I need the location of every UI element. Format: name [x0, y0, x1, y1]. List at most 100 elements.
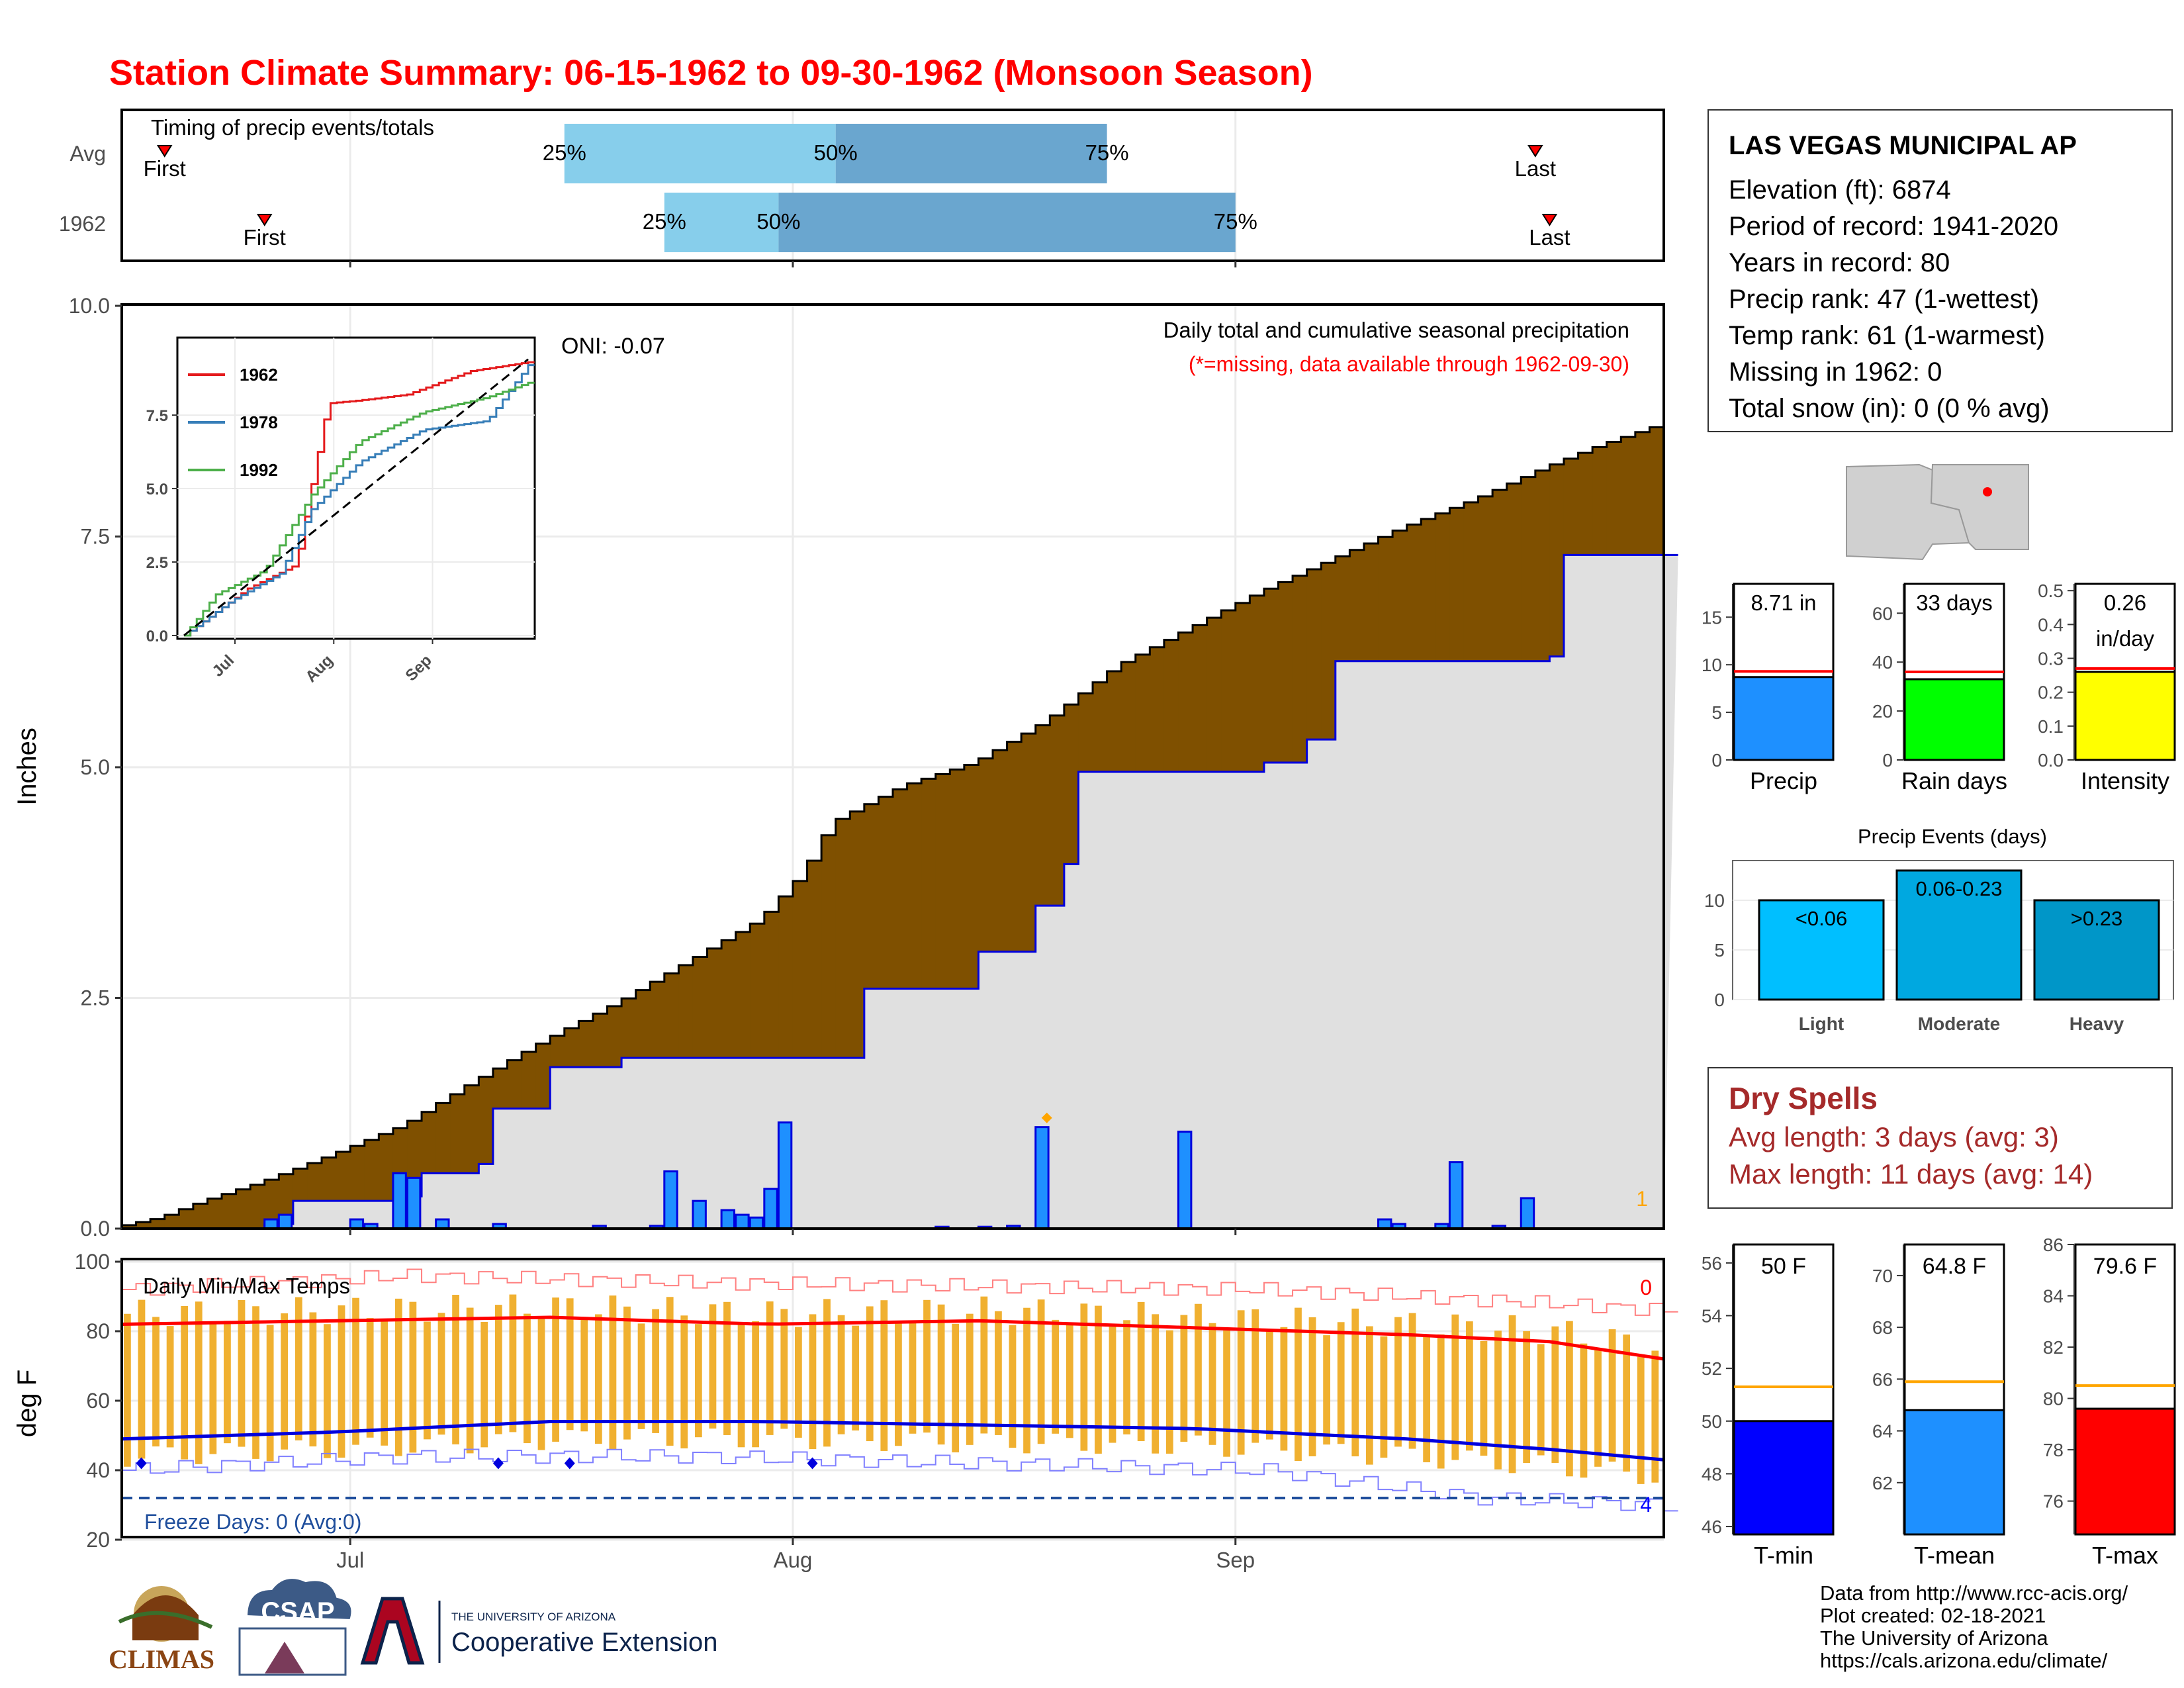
daily-temp-range-bar: [937, 1304, 945, 1445]
summary-bar-tick-label: 0.5: [2038, 581, 2064, 601]
deficit-area-column: [1321, 563, 1336, 740]
deficit-area-column: [307, 1163, 322, 1201]
csap-logo: CSAP: [238, 1576, 354, 1676]
deficit-area-column: [522, 1052, 537, 1109]
station-snow: Total snow (in): 0 (0 % avg): [1729, 394, 2050, 423]
footer-data-source: Data from http://www.rcc-acis.org/: [1820, 1581, 2128, 1605]
ua-logo-small-text: THE UNIVERSITY OF ARIZONA: [451, 1611, 616, 1623]
daily-precip-bar: [692, 1199, 707, 1230]
dry-spells-max: Max length: 11 days (avg: 14): [1729, 1158, 2093, 1190]
deficit-area-column: [635, 990, 651, 1058]
deficit-area-column: [1235, 602, 1250, 772]
station-info-box: LAS VEGAS MUNICIPAL AP Elevation (ft): 6…: [1707, 109, 2173, 432]
deficit-area-column: [1221, 610, 1236, 772]
timing-p75-label: 75%: [1214, 209, 1257, 234]
timing-last-label: Last: [1515, 156, 1556, 181]
station-period: Period of record: 1941-2020: [1729, 212, 2059, 241]
record-min-marker: [564, 1457, 575, 1470]
temp-summary-label: T-max: [2092, 1542, 2158, 1569]
daily-temp-range-bar: [1052, 1319, 1060, 1434]
timing-bar-early: [564, 124, 836, 183]
temp-y-tick-label: 100: [75, 1250, 110, 1274]
temp-summary-tick-label: 86: [2043, 1235, 2064, 1255]
daily-temp-range-bar: [1408, 1313, 1416, 1449]
temp-y-tick-label: 80: [86, 1319, 110, 1343]
temp-summary-value-text: 64.8 F: [1923, 1254, 1986, 1279]
daily-temp-range-bar: [852, 1325, 860, 1430]
summary-bar-value-text: 0.26: [2104, 590, 2146, 615]
events-category-label: Heavy: [2070, 1013, 2124, 1034]
summary-bar-label: Rain days: [1901, 767, 2007, 794]
temp-summary-tick-label: 76: [2043, 1491, 2064, 1512]
deficit-area-column: [1506, 483, 1522, 661]
deficit-area-column: [207, 1198, 222, 1229]
events-bar-label: >0.23: [2071, 907, 2122, 930]
deficit-area-column: [564, 1028, 579, 1068]
daily-temp-range-bar: [238, 1299, 246, 1447]
daily-temp-range-bar: [1637, 1356, 1645, 1484]
deficit-area-column: [264, 1180, 279, 1225]
deficit-area-column: [707, 948, 722, 1058]
daily-temp-range-bar: [666, 1297, 674, 1446]
deficit-area-column: [964, 765, 979, 989]
daily-temp-range-bar: [1265, 1331, 1273, 1440]
events-bar-label: <0.06: [1796, 907, 1847, 930]
daily-precip-bar: [1034, 1126, 1050, 1230]
deficit-area-column: [850, 811, 865, 1058]
timing-bar-late: [778, 193, 1236, 252]
deficit-area-column: [1078, 693, 1093, 772]
temp-summary-tick-label: 68: [1872, 1317, 1893, 1338]
dry-spells-avg: Avg length: 3 days (avg: 3): [1729, 1121, 2059, 1152]
temp-count-bottom: 4: [1640, 1493, 1652, 1517]
station-name: LAS VEGAS MUNICIPAL AP: [1729, 131, 2077, 160]
temp-y-tick-label: 40: [86, 1458, 110, 1482]
daily-precip-bar: [1520, 1197, 1535, 1230]
temp-summary-value-bar: [2074, 1407, 2176, 1536]
inset-legend-label: 1978: [240, 412, 278, 432]
summary-bar-tick-label: 60: [1872, 603, 1893, 624]
precip-y-tick-label: 2.5: [81, 986, 110, 1010]
daily-precip-missing-marker: [1041, 1112, 1052, 1123]
daily-precip-bar: [349, 1218, 365, 1230]
daily-temp-range-bar: [1295, 1307, 1302, 1461]
daily-temp-range-bar: [995, 1311, 1002, 1435]
summary-bar-tick-label: 0.0: [2038, 750, 2064, 771]
timing-last-marker: [1527, 145, 1543, 158]
daily-temp-range-bar: [1608, 1329, 1616, 1462]
temp-summary-tick-label: 54: [1702, 1306, 1722, 1327]
timing-bar-late: [835, 124, 1107, 183]
precip-ylabel: Inches: [13, 727, 42, 806]
daily-temp-range-bar: [752, 1321, 760, 1448]
daily-temp-range-bar: [1237, 1310, 1245, 1455]
deficit-area-column: [750, 923, 765, 1058]
timing-row-label-avg: Avg: [69, 142, 106, 165]
daily-temp-range-bar: [1508, 1315, 1516, 1474]
daily-temp-range-bar: [637, 1323, 645, 1429]
daily-temp-range-bar: [394, 1298, 402, 1456]
daily-temp-range-bar: [1308, 1317, 1316, 1456]
deficit-area-column: [664, 973, 679, 1058]
temp-summary-tick-label: 52: [1702, 1358, 1722, 1379]
deficit-area-column: [1606, 442, 1621, 555]
map-station-marker: [1983, 487, 1992, 496]
deficit-area-column: [164, 1215, 179, 1229]
x-tick-label: Jul: [336, 1548, 364, 1572]
events-bar: [2033, 899, 2160, 1001]
deficit-area-column: [993, 750, 1008, 952]
timing-bar-early: [664, 193, 779, 252]
daily-temp-range-bar: [680, 1315, 688, 1449]
daily-temp-range-bar: [209, 1322, 217, 1454]
daily-precip-bar: [663, 1170, 678, 1230]
daily-temp-range-bar: [837, 1315, 845, 1434]
deficit-area-column: [792, 880, 808, 1058]
daily-temp-range-bar: [266, 1325, 274, 1462]
daily-temp-range-bar: [338, 1305, 345, 1458]
deficit-area-column: [1035, 725, 1050, 906]
timing-last-label: Last: [1529, 225, 1570, 250]
deficit-area-column: [193, 1203, 208, 1229]
daily-precip-bar: [1377, 1218, 1392, 1230]
daily-temp-range-bar: [1423, 1335, 1431, 1462]
timing-first-label: First: [144, 156, 186, 181]
temp-summary-tick-label: 46: [1702, 1517, 1722, 1537]
